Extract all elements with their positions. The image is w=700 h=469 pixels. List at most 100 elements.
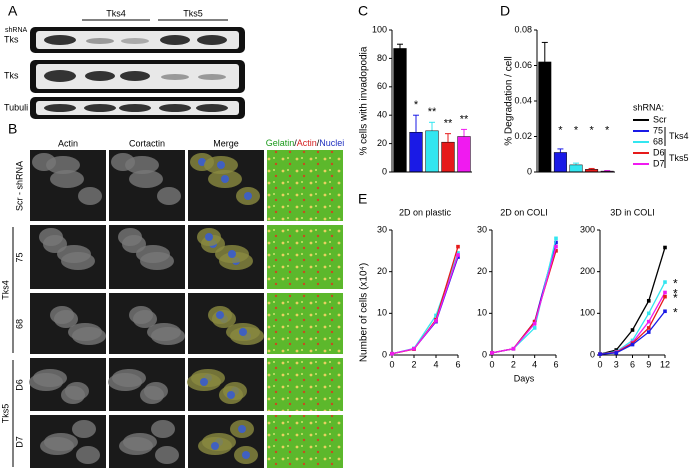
point bbox=[456, 253, 460, 257]
point bbox=[434, 313, 438, 318]
y-tick-label: 0.08 bbox=[514, 24, 532, 34]
series-line bbox=[391, 252, 459, 355]
micro-column-label: Cortactin bbox=[129, 138, 165, 148]
point bbox=[456, 251, 460, 255]
cell bbox=[136, 245, 170, 263]
panel-letter: A bbox=[8, 3, 18, 19]
micrograph bbox=[267, 415, 343, 468]
x-tick-label: 4 bbox=[532, 359, 537, 369]
point bbox=[663, 309, 667, 314]
micro-row-label: 68 bbox=[14, 319, 24, 329]
y-axis-label: % cells with invadopodia bbox=[359, 46, 370, 155]
nucleus bbox=[216, 311, 224, 319]
point bbox=[390, 351, 394, 356]
bar bbox=[425, 130, 439, 173]
cell bbox=[61, 386, 85, 404]
x-tick-label: 0 bbox=[389, 359, 394, 369]
point bbox=[646, 299, 651, 303]
cell bbox=[76, 446, 100, 464]
micrograph bbox=[267, 358, 343, 411]
y-tick-label: 20 bbox=[377, 266, 387, 276]
micro-row-label: Scr - shRNA bbox=[14, 161, 24, 211]
x-tick-label: 2 bbox=[511, 359, 516, 369]
cell bbox=[57, 245, 91, 263]
cell bbox=[72, 420, 96, 438]
nucleus bbox=[205, 233, 213, 241]
x-tick-label: 4 bbox=[433, 359, 438, 369]
y-tick-label: 0 bbox=[382, 349, 387, 359]
significance: * bbox=[589, 125, 594, 137]
significance: * bbox=[558, 125, 563, 137]
micrograph bbox=[267, 150, 343, 221]
nucleus bbox=[239, 328, 247, 336]
bar bbox=[538, 61, 552, 173]
legend-title: shRNA: bbox=[633, 102, 664, 112]
point bbox=[614, 351, 619, 355]
point bbox=[434, 319, 438, 323]
x-tick-label: 12 bbox=[660, 359, 670, 369]
x-axis-label: Days bbox=[514, 373, 535, 383]
nucleus bbox=[228, 250, 236, 258]
x-tick-label: 3 bbox=[614, 359, 619, 369]
cell bbox=[140, 386, 164, 404]
y-tick-label: 30 bbox=[377, 224, 387, 234]
cell bbox=[46, 156, 80, 174]
label-part: Nuclei bbox=[319, 138, 344, 148]
significance: * bbox=[574, 125, 579, 137]
panel-letter: C bbox=[358, 3, 368, 19]
cell bbox=[157, 187, 181, 205]
point bbox=[630, 338, 635, 343]
significance: * bbox=[605, 125, 610, 137]
y-tick-label: 100 bbox=[580, 308, 595, 318]
bar bbox=[409, 131, 423, 173]
blot-row-label: Tks bbox=[4, 70, 19, 80]
y-tick-label: 0 bbox=[482, 349, 487, 359]
nucleus bbox=[244, 192, 252, 200]
significance: ** bbox=[428, 106, 437, 118]
bar bbox=[569, 164, 583, 173]
point bbox=[630, 328, 635, 332]
cell bbox=[129, 306, 153, 324]
cell bbox=[151, 420, 175, 438]
blot-row-label: Tks bbox=[4, 34, 19, 44]
series-line bbox=[599, 310, 666, 355]
x-tick-label: 6 bbox=[455, 359, 460, 369]
western-blot bbox=[30, 19, 245, 119]
y-tick-label: 30 bbox=[477, 224, 487, 234]
bar bbox=[393, 48, 407, 173]
x-tick-label: 6 bbox=[553, 359, 558, 369]
point bbox=[532, 321, 537, 326]
point bbox=[456, 244, 460, 249]
cell bbox=[78, 187, 102, 205]
series-line bbox=[391, 256, 459, 355]
point bbox=[554, 244, 558, 249]
legend-group: Tks4 bbox=[669, 131, 689, 141]
micro-column-label: Actin bbox=[58, 138, 78, 148]
y-tick-label: 80 bbox=[377, 53, 387, 63]
x-tick-label: 0 bbox=[489, 359, 494, 369]
nucleus bbox=[217, 161, 225, 169]
point bbox=[646, 330, 651, 334]
cell bbox=[50, 306, 74, 324]
cell bbox=[50, 170, 84, 188]
y-tick-label: 10 bbox=[377, 308, 387, 318]
point bbox=[663, 280, 667, 284]
cell bbox=[155, 446, 179, 464]
legend-label: D6 bbox=[653, 147, 665, 157]
y-axis-label: % Degradation / cell bbox=[504, 56, 515, 146]
bar bbox=[457, 136, 471, 173]
point bbox=[490, 351, 494, 355]
significance: * bbox=[673, 287, 678, 301]
cell bbox=[40, 437, 74, 455]
cell bbox=[129, 170, 163, 188]
micrographs bbox=[29, 150, 343, 468]
legend-label: Scr bbox=[653, 114, 667, 124]
nucleus bbox=[242, 451, 250, 459]
point bbox=[554, 236, 558, 241]
significance: ** bbox=[460, 113, 469, 125]
y-tick-label: 0.04 bbox=[514, 95, 532, 105]
bar bbox=[441, 141, 455, 173]
cell bbox=[68, 323, 102, 341]
cell bbox=[108, 373, 142, 391]
